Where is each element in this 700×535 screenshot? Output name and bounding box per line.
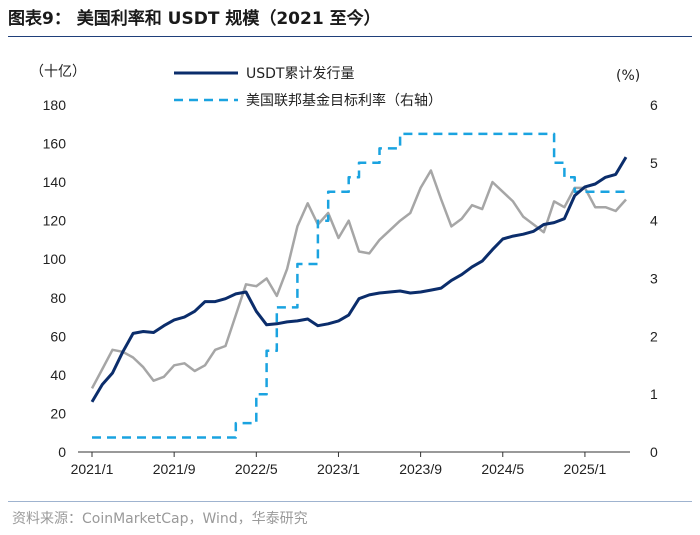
left-tick-label: 0 <box>58 444 66 460</box>
left-axis-ticks: 0 20 40 60 80 100 120 140 160 180 <box>43 97 67 460</box>
right-tick-label: 4 <box>650 213 658 229</box>
legend-label-usdt: USDT累计发行量 <box>246 66 354 82</box>
series-lines <box>90 132 628 439</box>
left-tick-label: 120 <box>43 213 67 229</box>
source-divider <box>8 501 692 502</box>
x-tick-label: 2022/5 <box>235 461 278 477</box>
x-tick-label: 2025/1 <box>564 461 607 477</box>
right-tick-label: 3 <box>650 271 658 287</box>
x-axis-ticks: 2021/1 2021/9 2022/5 2023/1 2023/9 2024/5 2025… <box>71 452 607 477</box>
left-axis-unit: （十亿） <box>30 64 86 80</box>
right-tick-label: 1 <box>650 386 658 402</box>
right-axis-ticks: 0 1 2 3 4 5 6 <box>650 97 658 460</box>
title-divider <box>8 36 692 37</box>
right-axis-unit: (%) <box>616 68 640 84</box>
left-tick-label: 140 <box>43 174 67 190</box>
left-tick-label: 60 <box>50 328 66 344</box>
legend-label-rate: 美国联邦基金目标利率（右轴） <box>246 92 442 109</box>
x-tick-label: 2021/9 <box>153 461 196 477</box>
x-tick-label: 2023/1 <box>317 461 360 477</box>
left-tick-label: 100 <box>43 251 67 267</box>
left-tick-label: 80 <box>50 290 66 306</box>
x-tick-label: 2024/5 <box>481 461 524 477</box>
figure-title: 图表9： 美国利率和 USDT 规模（2021 至今） <box>8 9 381 29</box>
series-line-1 <box>90 169 627 389</box>
left-tick-label: 40 <box>50 367 66 383</box>
left-tick-label: 160 <box>43 136 67 152</box>
series-line-2 <box>92 132 626 439</box>
left-tick-label: 180 <box>43 97 67 113</box>
left-tick-label: 20 <box>50 405 66 421</box>
right-tick-label: 6 <box>650 97 658 113</box>
legend: USDT累计发行量 美国联邦基金目标利率（右轴） <box>174 66 442 109</box>
right-tick-label: 2 <box>650 328 658 344</box>
series-line-0 <box>90 156 628 403</box>
right-tick-label: 5 <box>650 155 658 171</box>
x-tick-label: 2023/9 <box>399 461 442 477</box>
source-note: 资料来源：CoinMarketCap，Wind，华泰研究 <box>12 511 308 527</box>
right-tick-label: 0 <box>650 444 658 460</box>
x-tick-label: 2021/1 <box>71 461 114 477</box>
